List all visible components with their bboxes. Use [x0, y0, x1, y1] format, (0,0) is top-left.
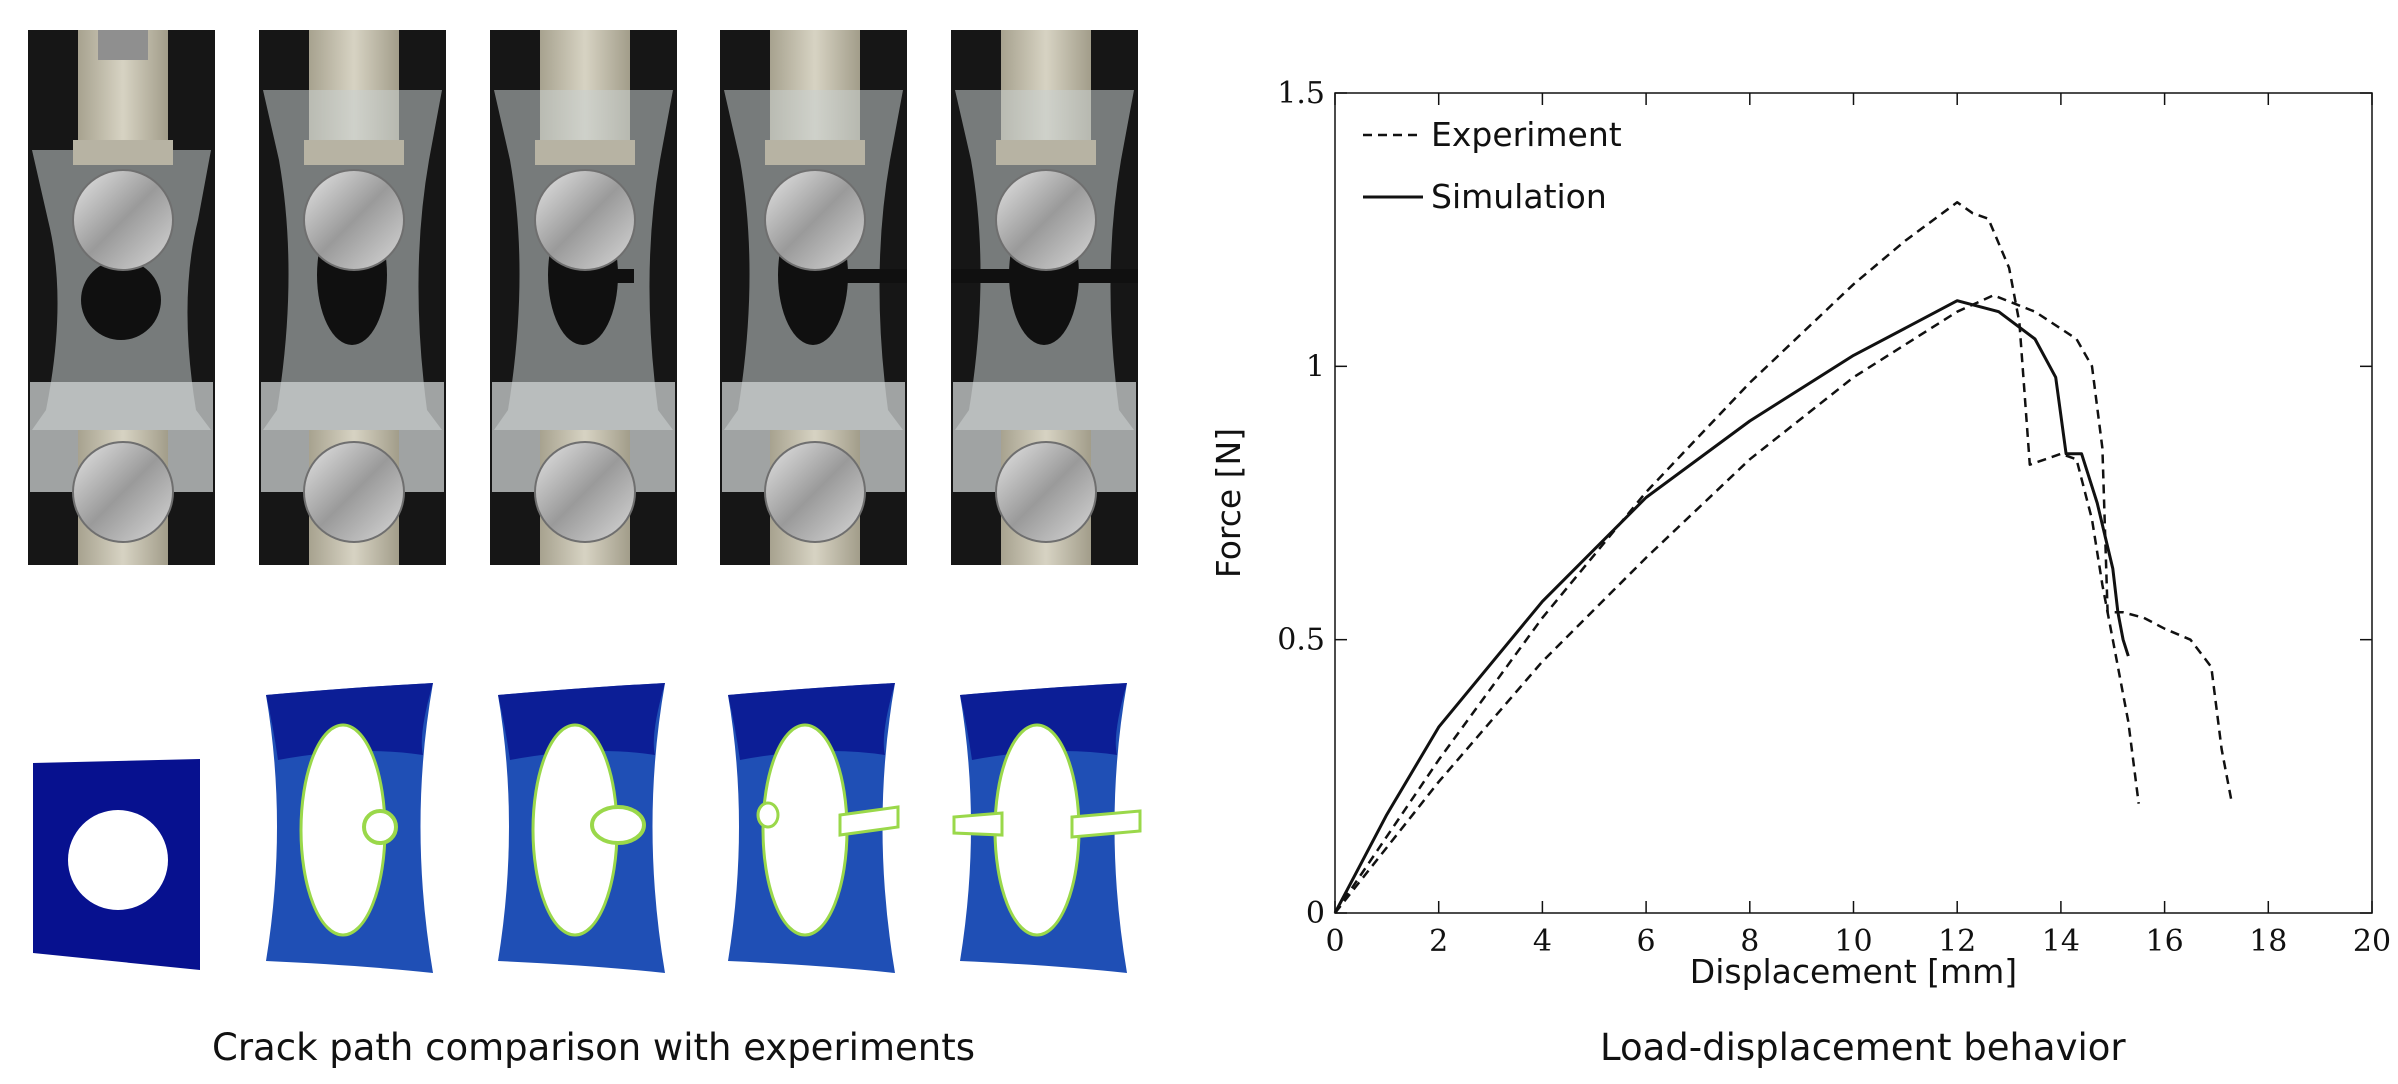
legend-label-experiment: Experiment: [1431, 115, 1622, 154]
legend-label-simulation: Simulation: [1431, 177, 1607, 216]
series-line-experiment-1: [1333, 201, 2140, 914]
y-axis-label: Force [N]: [1209, 428, 1248, 578]
x-tick-label: 18: [2249, 924, 2287, 959]
y-tick-label: 1.5: [1277, 76, 1325, 111]
series-line-simulation-3: [1333, 299, 2130, 914]
x-tick-label: 2: [1429, 924, 1448, 959]
x-tick-label: 0: [1325, 924, 1344, 959]
experiment-photo-3: [490, 30, 677, 565]
x-tick-label: 10: [1834, 924, 1872, 959]
x-tick-label: 8: [1740, 924, 1759, 959]
x-tick-label: 12: [1938, 924, 1976, 959]
experiment-photo-2: [259, 30, 446, 565]
simulation-frame-5: [952, 665, 1142, 985]
x-tick-label: 16: [2146, 924, 2184, 959]
x-tick-label: 20: [2353, 924, 2391, 959]
y-tick-label: 0: [1306, 896, 1325, 931]
right-caption: Load-displacement behavior: [1600, 1026, 2126, 1069]
plot-frame: [1334, 92, 2373, 914]
y-tick-label: 0.5: [1277, 623, 1325, 658]
experiment-photo-4: [720, 30, 907, 565]
x-tick-label: 14: [2042, 924, 2080, 959]
experiment-photo-1: [28, 30, 215, 565]
simulation-frame-3: [490, 665, 680, 985]
series-line-experiment-2: [1334, 294, 2234, 914]
x-axis-label: Displacement [mm]: [1690, 952, 2017, 991]
y-tick-label: 1: [1306, 349, 1325, 384]
simulation-frame-1: [28, 665, 218, 985]
load-displacement-chart: 0 2 4 6 8 10 12 14 16 18 20 0 0.5 1 1.5 Displacement [m…: [1209, 76, 2391, 991]
experiment-photo-5: [951, 30, 1138, 565]
left-caption: Crack path comparison with experiments: [212, 1026, 975, 1069]
simulation-frame-2: [258, 665, 448, 985]
x-tick-label: 4: [1533, 924, 1552, 959]
x-tick-label: 6: [1637, 924, 1656, 959]
simulation-frame-4: [720, 665, 910, 985]
